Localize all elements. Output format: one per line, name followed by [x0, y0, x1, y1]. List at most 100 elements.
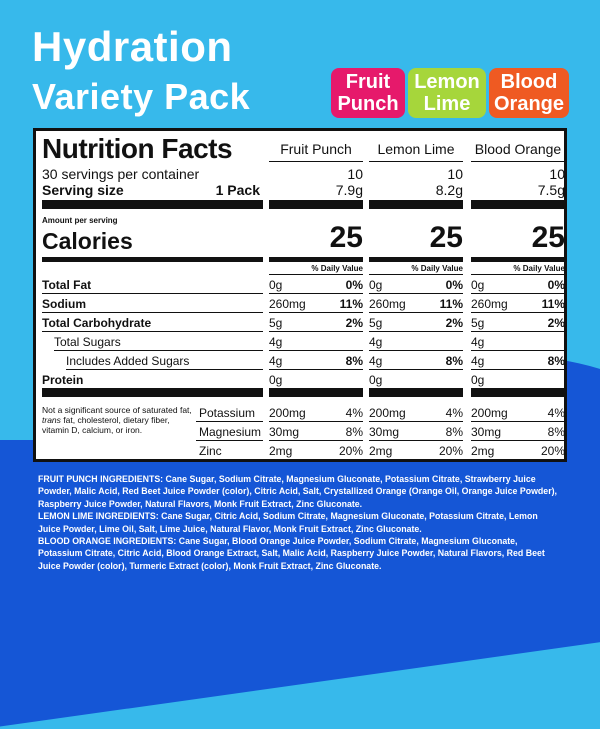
nutrient-amount: 0g — [471, 278, 485, 292]
mineral-amount: 200mg — [471, 406, 508, 420]
mineral-daily-value: 8% — [345, 425, 363, 439]
mineral-amount: 30mg — [269, 425, 300, 439]
mineral-amount: 2mg — [269, 444, 293, 458]
servings-value: 10 — [447, 166, 463, 182]
divider — [471, 293, 565, 294]
nutrient-daily-value: 0% — [547, 278, 565, 292]
mineral-amount: 30mg — [369, 425, 400, 439]
nutrient-amount: 0g — [369, 373, 383, 387]
column-header: Blood Orange — [474, 141, 562, 157]
divider — [471, 161, 565, 162]
nutrient-daily-value: 8% — [345, 354, 363, 368]
divider — [269, 293, 363, 294]
nutrient-label: Total Fat — [42, 278, 92, 292]
mineral-label: Zinc — [199, 444, 222, 458]
divider-thick — [269, 388, 363, 397]
divider — [269, 421, 363, 422]
servings-value: 10 — [347, 166, 363, 182]
amount-per-serving: Amount per serving — [42, 216, 118, 225]
divider — [269, 440, 363, 441]
divider — [471, 331, 565, 332]
flavor-badge-fruit-punch: Fruit Punch — [331, 68, 405, 118]
ingredients-lemon-lime: LEMON LIME INGREDIENTS: Cane Sugar, Citr… — [38, 511, 538, 534]
divider — [269, 161, 363, 162]
nutrient-daily-value: 11% — [541, 297, 565, 311]
title-line-2: Variety Pack — [32, 76, 251, 117]
mineral-daily-value: 20% — [540, 444, 565, 458]
nutrition-facts-panel: Nutrition Facts 30 servings per containe… — [33, 128, 567, 462]
nutrient-daily-value: 11% — [339, 297, 363, 311]
serving-size-value: 7.9g — [335, 182, 363, 198]
mineral-daily-value: 4% — [445, 406, 463, 420]
nutrient-amount: 260mg — [471, 297, 508, 311]
column-header: Lemon Lime — [377, 141, 455, 157]
divider — [369, 440, 463, 441]
divider — [471, 421, 565, 422]
calories-label: Calories — [42, 228, 133, 254]
mineral-daily-value: 20% — [338, 444, 363, 458]
mineral-daily-value: 4% — [345, 406, 363, 420]
ingredients-fruit-punch: FRUIT PUNCH INGREDIENTS: Cane Sugar, Sod… — [38, 474, 557, 509]
background-bottom — [0, 440, 600, 600]
flavor-label: Fruit — [345, 71, 391, 93]
nutrient-label: Sodium — [42, 297, 86, 311]
nutrient-amount: 4g — [369, 335, 383, 349]
ingredients-section: FRUIT PUNCH INGREDIENTS: Cane Sugar, Sod… — [38, 473, 562, 572]
servings-per-container: 30 servings per container — [42, 166, 200, 182]
divider-medium — [42, 257, 263, 262]
divider — [369, 369, 463, 370]
divider — [269, 331, 363, 332]
flavor-label: Lime — [423, 93, 471, 115]
divider — [42, 331, 263, 332]
nutrient-daily-value: 2% — [547, 316, 565, 330]
nutrient-amount: 260mg — [269, 297, 306, 311]
mineral-amount: 2mg — [471, 444, 495, 458]
nutrient-daily-value: 8% — [445, 354, 463, 368]
nutrient-amount: 4g — [269, 354, 283, 368]
nutrient-label: Includes Added Sugars — [66, 354, 190, 368]
daily-value-header: % Daily Value — [311, 264, 363, 273]
mineral-label: Magnesium — [199, 425, 262, 439]
nutrient-amount: 0g — [269, 278, 283, 292]
nutrient-amount: 0g — [269, 373, 283, 387]
mineral-amount: 30mg — [471, 425, 502, 439]
nutrient-amount: 0g — [471, 373, 485, 387]
nutrient-daily-value: 11% — [439, 297, 463, 311]
mineral-amount: 2mg — [369, 444, 393, 458]
mineral-daily-value: 8% — [547, 425, 565, 439]
divider — [196, 440, 263, 441]
divider — [369, 312, 463, 313]
nutrient-label: Protein — [42, 373, 84, 387]
calories-value: 25 — [531, 221, 565, 254]
divider — [471, 312, 565, 313]
divider-thick — [471, 388, 565, 397]
serving-size-value: 1 Pack — [215, 182, 260, 198]
nutrient-amount: 4g — [471, 335, 485, 349]
mineral-daily-value: 4% — [547, 406, 565, 420]
divider — [269, 350, 363, 351]
nutrient-amount: 4g — [471, 354, 485, 368]
divider — [369, 421, 463, 422]
serving-size-value: 8.2g — [435, 182, 463, 198]
divider-medium — [369, 257, 463, 262]
nutrient-amount: 4g — [369, 354, 383, 368]
divider — [66, 369, 263, 370]
divider — [369, 293, 463, 294]
divider-thick — [369, 200, 463, 209]
divider-medium — [269, 257, 363, 262]
flavor-label: Punch — [337, 93, 399, 115]
nutrient-label: Total Carbohydrate — [42, 316, 152, 330]
nutrient-amount: 0g — [369, 278, 383, 292]
calories-value: 25 — [329, 221, 363, 254]
nutrient-daily-value: 8% — [547, 354, 565, 368]
flavor-label: Lemon — [414, 71, 480, 93]
footnote: Not a significant source of saturated fa… — [42, 405, 192, 435]
column-header: Fruit Punch — [280, 141, 352, 157]
divider-thick — [42, 200, 263, 209]
daily-value-header: % Daily Value — [513, 264, 565, 273]
divider — [369, 350, 463, 351]
mineral-amount: 200mg — [269, 406, 306, 420]
divider — [196, 421, 263, 422]
mineral-label: Potassium — [199, 406, 256, 420]
flavor-badge-lemon-lime: Lemon Lime — [408, 68, 486, 118]
